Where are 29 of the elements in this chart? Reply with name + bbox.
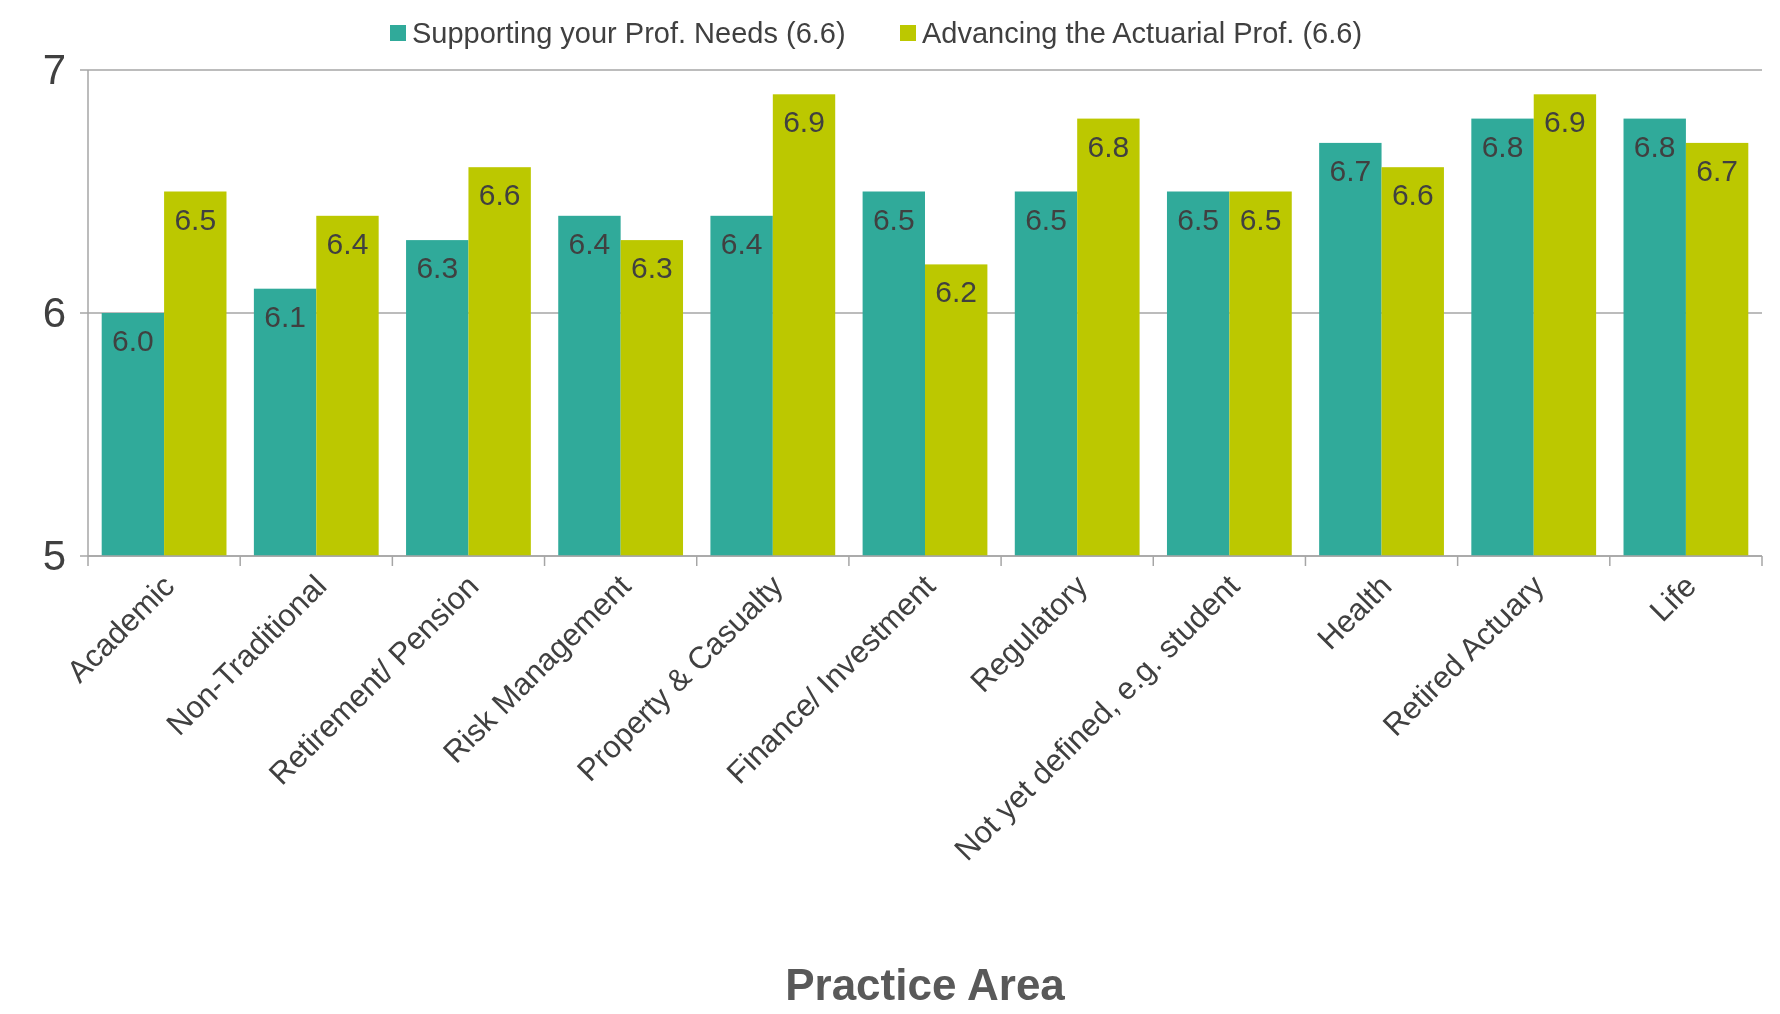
data-label: 6.5 [1025, 202, 1067, 236]
data-label: 6.4 [568, 226, 611, 260]
data-label: 6.5 [174, 202, 217, 236]
data-label: 6.5 [1239, 202, 1282, 236]
legend-label: Advancing the Actuarial Prof. (6.6) [922, 17, 1363, 49]
data-label: 6.7 [1329, 153, 1372, 187]
legend-label: Supporting your Prof. Needs (6.6) [412, 17, 846, 49]
data-label: 6.0 [112, 324, 154, 357]
data-label: 6.1 [264, 299, 306, 333]
y-tick-label: 7 [42, 46, 66, 93]
data-label: 6.8 [1087, 129, 1130, 163]
x-tick-label: Life [1642, 568, 1703, 629]
data-label: 6.6 [1391, 178, 1434, 212]
data-label: 6.8 [1481, 129, 1524, 163]
data-label: 6.7 [1696, 153, 1738, 187]
x-axis-title: Practice Area [785, 960, 1066, 1009]
data-label: 6.9 [1544, 105, 1586, 139]
data-label: 6.9 [783, 105, 825, 139]
data-label: 6.3 [416, 251, 459, 285]
data-label: 6.3 [630, 251, 673, 285]
y-tick-label: 5 [42, 532, 66, 579]
data-label: 6.6 [478, 178, 521, 212]
data-label: 6.4 [326, 226, 369, 260]
data-label: 6.5 [1177, 202, 1220, 236]
data-label: 6.4 [720, 226, 763, 260]
y-tick-label: 6 [42, 289, 66, 336]
data-label: 6.2 [935, 275, 978, 309]
data-label: 6.5 [872, 202, 915, 236]
data-label: 6.8 [1633, 129, 1676, 163]
